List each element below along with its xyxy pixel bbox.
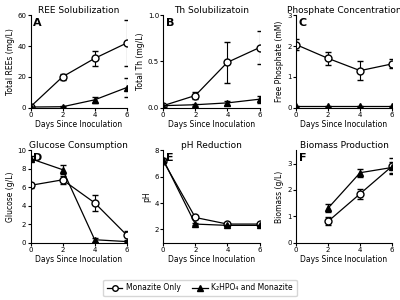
Text: A: A [33,18,42,28]
X-axis label: Days Since Inoculation: Days Since Inoculation [35,255,122,264]
X-axis label: Days Since Inoculation: Days Since Inoculation [35,120,122,129]
Title: Glucose Consumption: Glucose Consumption [29,141,128,150]
X-axis label: Days Since Inoculation: Days Since Inoculation [168,120,255,129]
Text: E: E [166,153,174,163]
Y-axis label: pH: pH [143,191,152,202]
Text: D: D [33,153,43,163]
Title: pH Reduction: pH Reduction [181,141,242,150]
Y-axis label: Free Phosphate (mM): Free Phosphate (mM) [276,21,284,102]
X-axis label: Days Since Inoculation: Days Since Inoculation [300,120,388,129]
Text: F: F [299,153,306,163]
Y-axis label: Glucose (g/L): Glucose (g/L) [6,171,14,222]
Y-axis label: Biomass (g/L): Biomass (g/L) [276,170,284,223]
Title: Biomass Production: Biomass Production [300,141,388,150]
Title: Phosphate Concentration: Phosphate Concentration [287,6,400,15]
Title: REE Solubilization: REE Solubilization [38,6,119,15]
Legend: Monazite Only, K₂HPO₄ and Monazite: Monazite Only, K₂HPO₄ and Monazite [103,280,297,296]
Text: B: B [166,18,174,28]
Text: C: C [299,18,307,28]
X-axis label: Days Since Inoculation: Days Since Inoculation [168,255,255,264]
Y-axis label: Total REEs (mg/L): Total REEs (mg/L) [6,28,14,95]
Title: Th Solubilizatoin: Th Solubilizatoin [174,6,249,15]
Y-axis label: Total Th (mg/L): Total Th (mg/L) [136,33,145,90]
X-axis label: Days Since Inoculation: Days Since Inoculation [300,255,388,264]
